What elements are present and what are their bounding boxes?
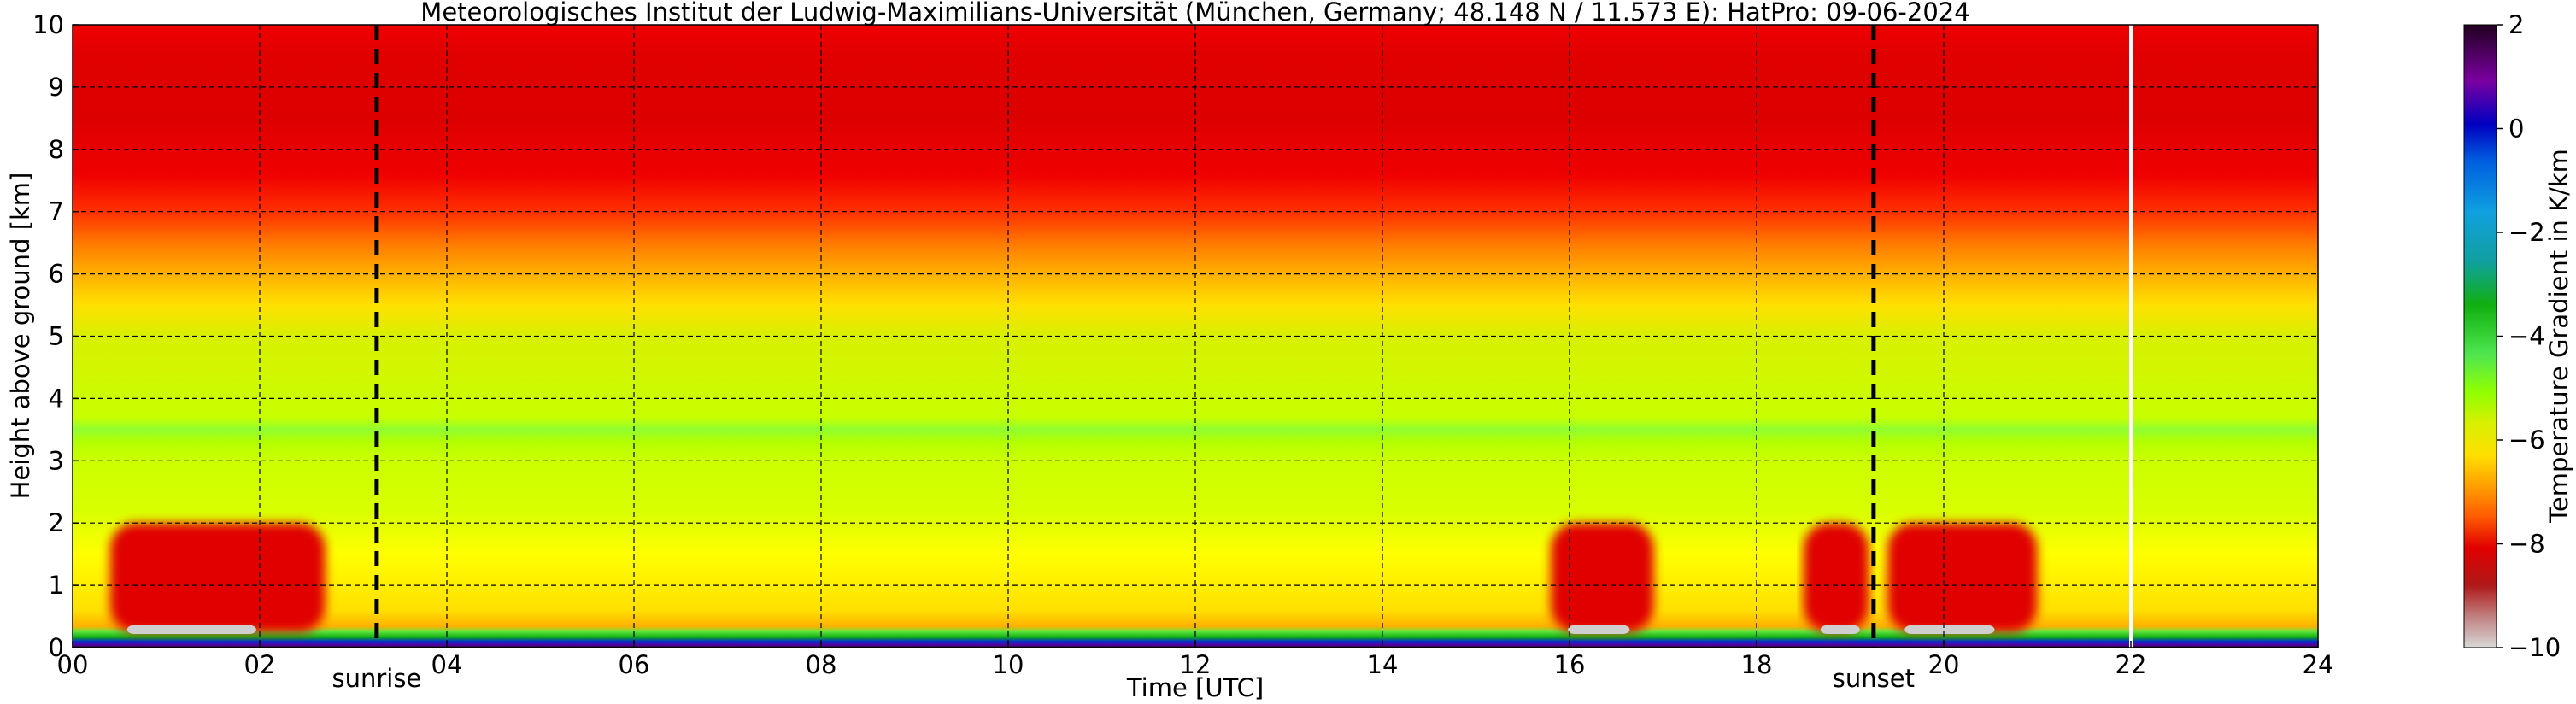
red-feature-2 — [1551, 523, 1654, 632]
red-feature-4 — [1887, 523, 2038, 632]
colorbar-tick-label: −10 — [2509, 633, 2561, 662]
x-tick-label: 24 — [2303, 650, 2334, 679]
x-tick-label: 02 — [244, 650, 276, 679]
colorbar-tick-label: −2 — [2509, 218, 2545, 247]
x-tick-label: 10 — [993, 650, 1024, 679]
grid-lines — [73, 25, 2318, 648]
x-tick-label: 22 — [2115, 650, 2147, 679]
x-tick-label: 20 — [1928, 650, 1960, 679]
x-tick-label: 00 — [57, 650, 89, 679]
y-tick-label: 5 — [49, 322, 64, 351]
grey-feature-3 — [1820, 625, 1860, 634]
y-axis-label: Height above ground [km] — [6, 173, 35, 500]
plot-area: sunrise sunset — [72, 24, 2319, 693]
red-feature-1 — [109, 523, 326, 632]
sun-markers: sunrise sunset — [332, 25, 1915, 693]
y-tick-label: 7 — [49, 197, 64, 226]
grey-feature-4 — [1904, 625, 1995, 634]
y-tick-label: 9 — [49, 73, 64, 102]
colorbar-tick-label: −8 — [2509, 530, 2545, 559]
y-tick-label: 6 — [49, 260, 64, 289]
heatmap-features — [109, 523, 2038, 634]
colorbar-scale — [2463, 24, 2497, 648]
y-tick-label: 4 — [49, 384, 64, 413]
x-tick-label: 14 — [1367, 650, 1399, 679]
sunset-label: sunset — [1833, 664, 1915, 693]
x-tick-label: 04 — [431, 650, 463, 679]
sunrise-label: sunrise — [332, 664, 421, 693]
chart-title: Meteorologisches Institut der Ludwig-Max… — [420, 0, 1969, 26]
y-tick-label: 10 — [32, 10, 64, 39]
colorbar-ticks: 2 0 −2 −4 −6 −8 −10 — [2497, 10, 2561, 662]
colorbar-tick-label: 2 — [2509, 10, 2524, 39]
grey-feature-2 — [1568, 625, 1630, 634]
x-axis-label: Time [UTC] — [1126, 673, 1264, 702]
colorbar-label: Temperature Gradient in K/km — [2544, 149, 2573, 524]
x-tick-label: 08 — [806, 650, 837, 679]
y-tick-label: 8 — [49, 135, 64, 164]
x-tick-label: 12 — [1180, 650, 1212, 679]
y-tick-label: 3 — [49, 446, 64, 475]
red-feature-3 — [1803, 523, 1869, 632]
grey-feature-1 — [126, 625, 256, 634]
x-tick-label: 18 — [1741, 650, 1773, 679]
colorbar-tick-label: 0 — [2509, 114, 2524, 144]
y-axis: 0 1 2 3 4 5 6 7 8 9 10 — [32, 10, 79, 662]
x-tick-label: 16 — [1554, 650, 1586, 679]
x-axis: 00 02 04 06 08 10 12 14 16 18 20 22 24 — [57, 641, 2334, 679]
colorbar: 2 0 −2 −4 −6 −8 −10 Temperature Gradient in K/… — [2463, 10, 2573, 662]
y-tick-label: 1 — [49, 571, 64, 600]
colorbar-tick-label: −6 — [2509, 425, 2545, 455]
colorbar-tick-label: −4 — [2509, 322, 2545, 351]
y-tick-label: 2 — [49, 508, 64, 537]
x-tick-label: 06 — [619, 650, 650, 679]
y-tick-label: 0 — [49, 633, 64, 662]
